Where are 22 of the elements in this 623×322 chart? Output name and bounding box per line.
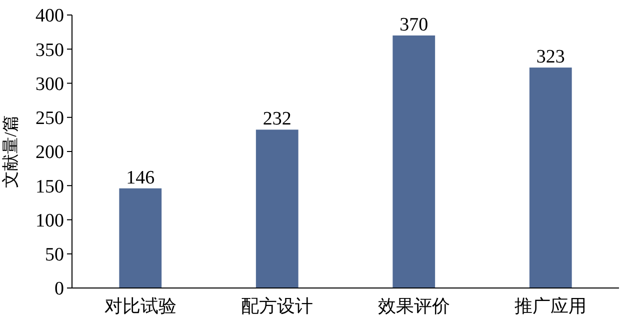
data-label: 146 xyxy=(126,167,155,188)
y-tick-label: 0 xyxy=(54,278,64,300)
x-tick-label: 对比试验 xyxy=(104,296,176,316)
y-tick-label: 300 xyxy=(36,74,64,95)
data-label: 323 xyxy=(536,46,565,68)
data-label: 370 xyxy=(400,14,428,36)
y-axis-title: 文献量/篇 xyxy=(1,115,20,188)
y-tick-label: 400 xyxy=(36,6,64,27)
x-tick-label: 配方设计 xyxy=(241,296,314,316)
y-tick-label: 50 xyxy=(45,244,64,266)
bar xyxy=(256,130,298,288)
data-label: 232 xyxy=(262,108,292,130)
y-tick-label: 150 xyxy=(36,176,64,198)
x-tick-label: 推广应用 xyxy=(514,296,587,316)
y-tick-label: 200 xyxy=(36,142,64,164)
bar xyxy=(392,35,436,288)
x-tick-label: 效果评价 xyxy=(378,296,450,316)
y-tick-label: 100 xyxy=(36,210,64,232)
y-tick-label: 350 xyxy=(36,40,64,61)
bar xyxy=(529,68,572,288)
bar xyxy=(119,188,162,288)
y-tick-label: 250 xyxy=(36,108,64,130)
